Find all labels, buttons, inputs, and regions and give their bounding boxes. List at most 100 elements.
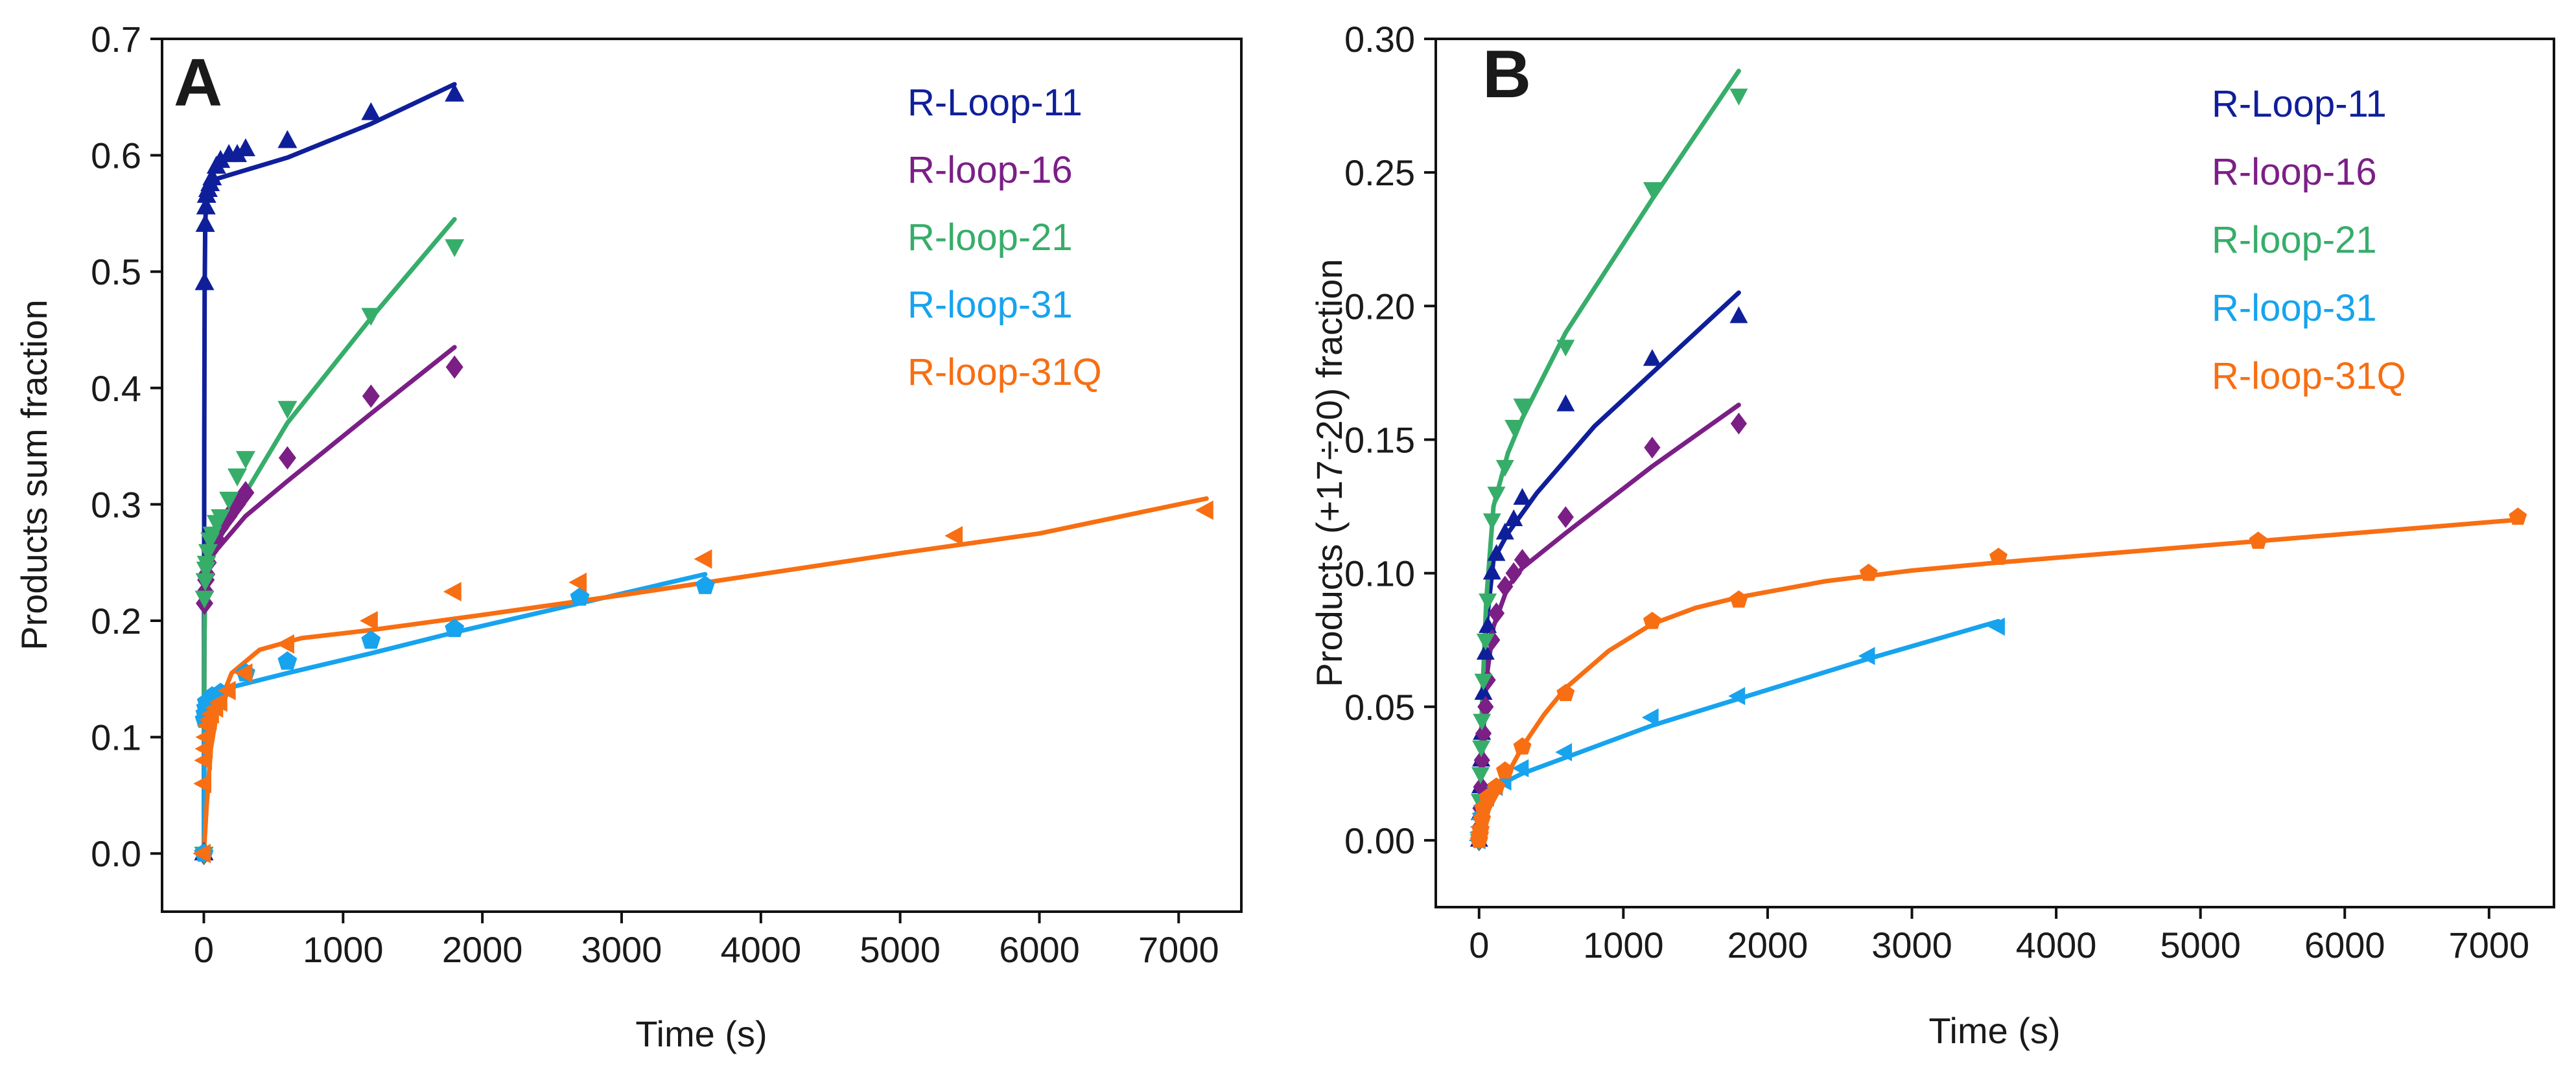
panel-a-y-axis-title: Products sum fraction bbox=[14, 299, 54, 651]
panel-b-point-r-loop-31q bbox=[1513, 737, 1532, 755]
panel-b-point-r-loop-31q bbox=[2249, 531, 2267, 549]
panel-a-x-tick-label: 3000 bbox=[581, 929, 662, 970]
panel-b-x-tick-label: 6000 bbox=[2304, 925, 2385, 965]
panel-b-y-tick-label: 0.15 bbox=[1344, 419, 1415, 460]
panel-a-point-r-loop-31q bbox=[360, 611, 378, 630]
panel-b-point-r-loop-16 bbox=[1505, 562, 1522, 584]
panel-b-point-r-loop-21 bbox=[1474, 673, 1493, 691]
panel-a-point-r-loop-31 bbox=[445, 618, 465, 638]
panel-a-point-r-loop-31q bbox=[209, 692, 228, 712]
panel-b-x-tick-label: 1000 bbox=[1583, 925, 1664, 965]
panel-b-point-r-loop-31q bbox=[2509, 507, 2527, 525]
panel-b-legend-entry: R-loop-21 bbox=[2212, 219, 2377, 261]
panel-a-point-r-loop-31q bbox=[1195, 500, 1213, 520]
panel-b-legend-entry: R-loop-16 bbox=[2212, 151, 2377, 193]
panel-a-point-r-loop-21 bbox=[194, 590, 215, 609]
panel-b-y-tick-label: 0.25 bbox=[1344, 152, 1415, 193]
panel-a-point-r-loop-11 bbox=[195, 214, 215, 232]
panel-b-point-r-loop-21 bbox=[1729, 88, 1748, 106]
panel-a-y-tick-label: 0.5 bbox=[91, 251, 141, 292]
panel-a-point-r-loop-11 bbox=[235, 138, 255, 157]
panel-a-point-r-loop-31 bbox=[570, 587, 590, 606]
panel-a-point-r-loop-11 bbox=[445, 84, 465, 102]
panel-a-point-r-loop-21 bbox=[196, 555, 217, 574]
panel-b-point-r-loop-16 bbox=[1477, 696, 1494, 718]
panel-b-label: B bbox=[1482, 37, 1531, 112]
panel-a-point-r-loop-16 bbox=[362, 384, 380, 408]
panel-b-point-r-loop-31q bbox=[1487, 777, 1506, 795]
panel-b-point-r-loop-16 bbox=[1473, 749, 1490, 771]
panel-a-y-tick-label: 0.0 bbox=[91, 833, 141, 874]
panel-a-legend-entry: R-loop-21 bbox=[907, 216, 1073, 259]
panel-b-point-r-loop-31 bbox=[1641, 708, 1659, 727]
panel-a-point-r-loop-31q bbox=[234, 663, 253, 683]
panel-b-point-r-loop-11 bbox=[1487, 544, 1506, 561]
panel-b-x-tick-label: 2000 bbox=[1727, 925, 1809, 965]
panel-b-point-r-loop-31 bbox=[1858, 647, 1875, 665]
panel-b-y-tick-label: 0.20 bbox=[1344, 286, 1415, 327]
panel-b-point-r-loop-16 bbox=[1475, 722, 1492, 744]
panel-a-point-r-loop-11 bbox=[211, 150, 231, 168]
panel-b-data-points bbox=[1468, 88, 2527, 851]
panel-a-point-r-loop-31 bbox=[695, 575, 715, 594]
panel-a-legend-entry: R-Loop-11 bbox=[907, 82, 1083, 124]
panel-a-legend-entry: R-loop-31Q bbox=[907, 351, 1102, 393]
panel-a-x-axis-title: Time (s) bbox=[635, 1013, 767, 1054]
panel-b-point-r-loop-16 bbox=[1644, 437, 1661, 459]
panel-a-y-tick-label: 0.2 bbox=[91, 601, 141, 641]
panel-b-fit-line-r-loop-31q bbox=[1477, 517, 2520, 843]
panel-a-point-r-loop-31q bbox=[193, 774, 211, 794]
panel-a-fit-line-r-loop-16 bbox=[202, 345, 457, 856]
panel-a-y-tick-label: 0.6 bbox=[91, 135, 141, 176]
panel-b-y-tick-label: 0.05 bbox=[1344, 687, 1415, 728]
panel-b-point-r-loop-11 bbox=[1505, 509, 1523, 526]
panel-a-label: A bbox=[174, 45, 222, 121]
panel-a-point-r-loop-16 bbox=[278, 446, 296, 470]
panel-a-point-r-loop-31q bbox=[443, 582, 462, 602]
panel-b-point-r-loop-21 bbox=[1473, 713, 1492, 731]
panel-a-data-points bbox=[193, 84, 1213, 866]
panel-b-point-r-loop-16 bbox=[1514, 549, 1531, 571]
panel-b-fit-line-r-loop-31 bbox=[1477, 619, 2001, 843]
panel-b-point-r-loop-21 bbox=[1556, 340, 1575, 357]
panel-b-point-r-loop-16 bbox=[1730, 412, 1747, 435]
panel-b-point-r-loop-31q bbox=[1729, 590, 1748, 608]
panel-a-point-r-loop-11 bbox=[228, 144, 247, 163]
panel-a-point-r-loop-31q bbox=[193, 844, 211, 864]
panel-b-point-r-loop-21 bbox=[1505, 420, 1523, 437]
panel-a-point-r-loop-31q bbox=[944, 525, 963, 546]
panel-a-x-tick-label: 1000 bbox=[303, 929, 384, 970]
panel-a-point-r-loop-11 bbox=[196, 196, 216, 214]
panel-a-y-tick-label: 0.1 bbox=[91, 717, 141, 758]
panel-b-point-r-loop-31 bbox=[1728, 687, 1746, 706]
panel-b-point-r-loop-21 bbox=[1472, 740, 1491, 757]
panel-b-fit-line-r-loop-21 bbox=[1477, 69, 1741, 843]
panel-a-legend: R-Loop-11 R-loop-16 R-loop-21 R-loop-31 R-lo… bbox=[907, 82, 1102, 393]
panel-b-x-tick-label: 0 bbox=[1469, 925, 1489, 965]
panel-a-point-r-loop-21 bbox=[445, 239, 465, 257]
panel-a-x-tick-label: 7000 bbox=[1138, 929, 1219, 970]
panel-b-point-r-loop-11 bbox=[1513, 488, 1532, 505]
panel-b-point-r-loop-31q bbox=[1859, 563, 1878, 581]
panel-b-ticks: 0 1000 2000 3000 4000 5000 6000 7000 0.00 0.05 0.1… bbox=[1344, 19, 2529, 965]
panel-a-point-r-loop-21 bbox=[361, 308, 381, 326]
panel-a-point-r-loop-21 bbox=[195, 573, 215, 592]
panel-b-plot-frame bbox=[1434, 38, 2555, 908]
panel-b-point-r-loop-11 bbox=[1556, 394, 1575, 411]
panel-a-point-r-loop-31q bbox=[694, 549, 712, 569]
panel-b-point-r-loop-31q bbox=[1643, 612, 1661, 629]
panel-a-point-r-loop-31 bbox=[361, 630, 381, 649]
panel-b-point-r-loop-21 bbox=[1513, 398, 1532, 415]
panel-a-point-r-loop-11 bbox=[277, 130, 298, 148]
panel-b-x-tick-label: 5000 bbox=[2160, 925, 2241, 965]
panel-b-point-r-loop-16 bbox=[1488, 602, 1505, 625]
panel-a-point-r-loop-21 bbox=[277, 400, 298, 419]
panel-b-x-tick-label: 3000 bbox=[1871, 925, 1952, 965]
panel-b-x-axis-title: Time (s) bbox=[1928, 1010, 2060, 1051]
panel-a-point-r-loop-21 bbox=[235, 451, 255, 469]
panel-b-y-tick-label: 0.30 bbox=[1344, 19, 1415, 60]
panel-a-point-r-loop-31q bbox=[217, 680, 236, 700]
panel-b-point-r-loop-11 bbox=[1479, 616, 1497, 633]
panel-a-fit-line-r-loop-21 bbox=[202, 216, 457, 856]
